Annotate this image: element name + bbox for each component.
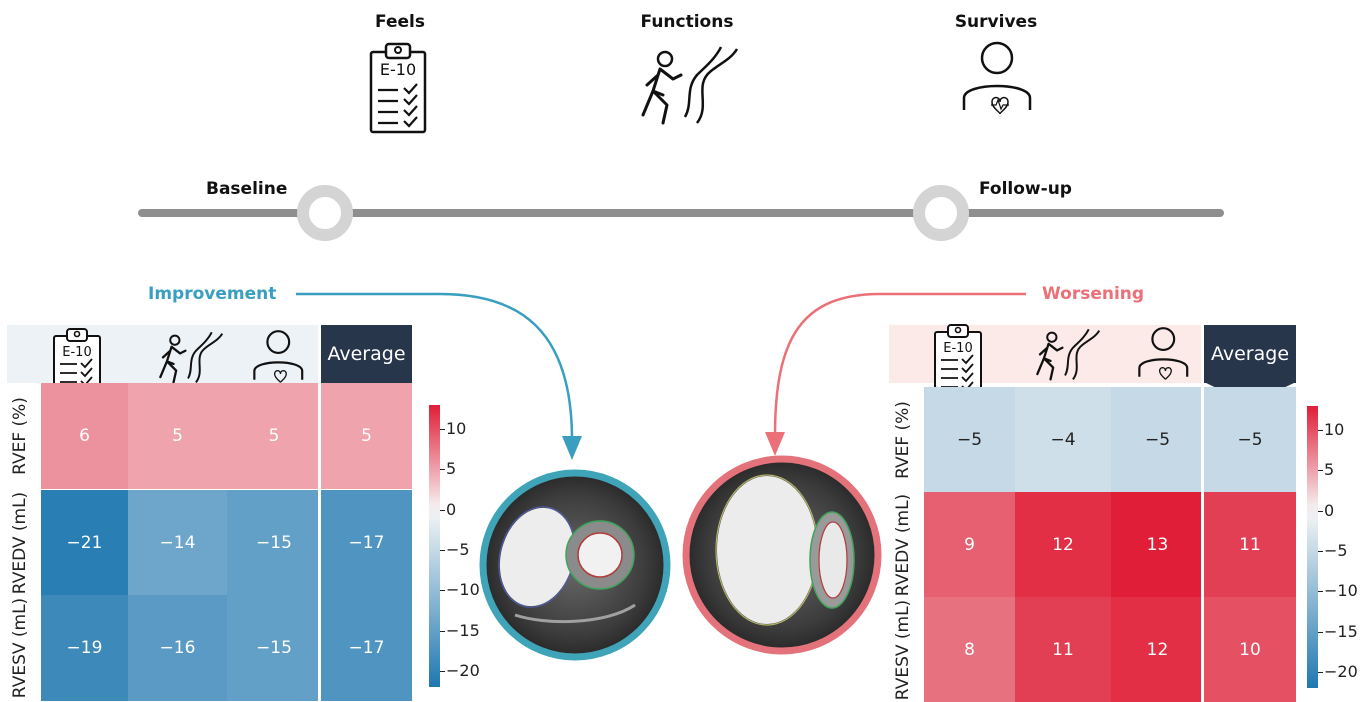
worsening-clipboard-icon bbox=[933, 322, 983, 396]
improvement-row-label-0: RVEF (%) bbox=[10, 397, 30, 475]
colorbar-gradient bbox=[429, 405, 440, 687]
worsening-average-header: Average bbox=[1204, 325, 1296, 383]
improvement-average-divider bbox=[318, 325, 321, 701]
improvement-cell-r2-c0: −19 bbox=[41, 595, 128, 701]
improvement-average-cell-r0: 5 bbox=[321, 383, 412, 489]
cell-value: 12 bbox=[1147, 640, 1169, 660]
worsening-average-cell-r2: 10 bbox=[1204, 597, 1296, 702]
worsening-cell-r1-c1: 12 bbox=[1015, 492, 1111, 597]
worsening-cell-r2-c1: 11 bbox=[1015, 597, 1111, 702]
cell-value: −14 bbox=[160, 533, 196, 553]
colorbar-tick-label: 10 bbox=[446, 419, 466, 438]
improvement-cell-r2-c1: −16 bbox=[128, 595, 227, 701]
cell-value: −21 bbox=[67, 533, 103, 553]
improvement-walking-icon bbox=[150, 331, 230, 387]
cell-value: 6 bbox=[79, 426, 90, 446]
cell-value: −5 bbox=[1145, 430, 1170, 450]
worsening-clipboard-text: E-10 bbox=[935, 341, 981, 356]
improvement-average-cell-r2: −17 bbox=[321, 595, 412, 701]
cell-value: −5 bbox=[957, 430, 982, 450]
worsening-cell-r1-c0: 9 bbox=[924, 492, 1015, 597]
improvement-cell-r1-c1: −14 bbox=[128, 490, 227, 596]
cell-value: 11 bbox=[1052, 640, 1074, 660]
colorbar-tick-label: −5 bbox=[446, 540, 470, 559]
cell-value: 11 bbox=[1239, 535, 1261, 555]
colorbar-gradient bbox=[1307, 406, 1318, 688]
worsening-person-heart-icon bbox=[1135, 326, 1193, 384]
worsening-row-label-0: RVEF (%) bbox=[893, 401, 913, 479]
improvement-cell-r2-c2: −15 bbox=[227, 595, 321, 701]
worsening-walking-icon bbox=[1027, 328, 1107, 384]
colorbar-tick-label: −20 bbox=[1324, 662, 1358, 681]
worsening-average-cell-r1: 11 bbox=[1204, 492, 1296, 597]
cell-value: −15 bbox=[256, 533, 292, 553]
colorbar-tick-label: 0 bbox=[446, 500, 456, 519]
improvement-row-label-1: RVEDV (mL) bbox=[10, 492, 30, 594]
cell-value: 13 bbox=[1147, 535, 1169, 555]
worsening-row-label-1: RVEDV (mL) bbox=[893, 493, 913, 595]
improvement-cell-r0-c2: 5 bbox=[227, 383, 321, 489]
cell-value: 9 bbox=[964, 535, 975, 555]
improvement-cell-r1-c0: −21 bbox=[41, 490, 128, 596]
colorbar-tick-label: −10 bbox=[446, 580, 480, 599]
worsening-cell-r0-c2: −5 bbox=[1111, 387, 1204, 492]
improvement-average-header: Average bbox=[321, 325, 412, 383]
cell-value: −17 bbox=[349, 638, 385, 658]
improvement-average-cell-r1: −17 bbox=[321, 490, 412, 596]
worsening-average-divider bbox=[1201, 325, 1204, 702]
worsening-cell-r2-c0: 8 bbox=[924, 597, 1015, 702]
colorbar-tick-label: 5 bbox=[1324, 460, 1334, 479]
cell-value: −4 bbox=[1050, 430, 1075, 450]
colorbar-tick-label: −20 bbox=[446, 661, 480, 680]
colorbar-tick-label: −5 bbox=[1324, 541, 1348, 560]
improvement-cell-r0-c0: 6 bbox=[41, 383, 128, 489]
improvement-person-heart-icon bbox=[250, 329, 308, 387]
improvement-arrowhead bbox=[562, 436, 582, 460]
worsening-average-cell-r0: −5 bbox=[1204, 387, 1296, 492]
colorbar-tick-label: −15 bbox=[1324, 622, 1358, 641]
cell-value: −17 bbox=[349, 533, 385, 553]
worsening-cell-r0-c1: −4 bbox=[1015, 387, 1111, 492]
improvement-clipboard-text: E-10 bbox=[54, 345, 100, 360]
colorbar-tick-label: 10 bbox=[1324, 420, 1344, 439]
colorbar-tick-label: 5 bbox=[446, 459, 456, 478]
cell-value: −16 bbox=[160, 638, 196, 658]
cell-value: −5 bbox=[1237, 430, 1262, 450]
cell-value: −15 bbox=[256, 638, 292, 658]
baseline-mri-image bbox=[475, 465, 675, 665]
worsening-cell-r1-c2: 13 bbox=[1111, 492, 1204, 597]
improvement-cell-r0-c1: 5 bbox=[128, 383, 227, 489]
worsening-heatmap-panel: Average E-10 −5 −4 −5 −5 RVEF (%) 9 12 13 11 RVED… bbox=[889, 325, 1296, 701]
colorbar-tick-label: 0 bbox=[1324, 501, 1334, 520]
cell-value: 5 bbox=[172, 426, 183, 446]
followup-mri-image bbox=[677, 450, 887, 660]
improvement-row-label-2: RVESV (mL) bbox=[10, 598, 30, 698]
cell-value: 8 bbox=[964, 640, 975, 660]
cell-value: −19 bbox=[67, 638, 103, 658]
worsening-cell-r2-c2: 12 bbox=[1111, 597, 1204, 702]
cell-value: 5 bbox=[269, 426, 280, 446]
cell-value: 5 bbox=[361, 426, 372, 446]
worsening-row-label-2: RVESV (mL) bbox=[893, 599, 913, 699]
cell-value: 10 bbox=[1239, 640, 1261, 660]
colorbar-tick-label: −15 bbox=[446, 621, 480, 640]
worsening-cell-r0-c0: −5 bbox=[924, 387, 1015, 492]
cell-value: 12 bbox=[1052, 535, 1074, 555]
improvement-cell-r1-c2: −15 bbox=[227, 490, 321, 596]
improvement-heatmap-panel: Average E-10 6 5 5 5 RVEF (%) −21 −14 −15 −17 RVE… bbox=[7, 325, 412, 701]
colorbar-tick-label: −10 bbox=[1324, 581, 1358, 600]
